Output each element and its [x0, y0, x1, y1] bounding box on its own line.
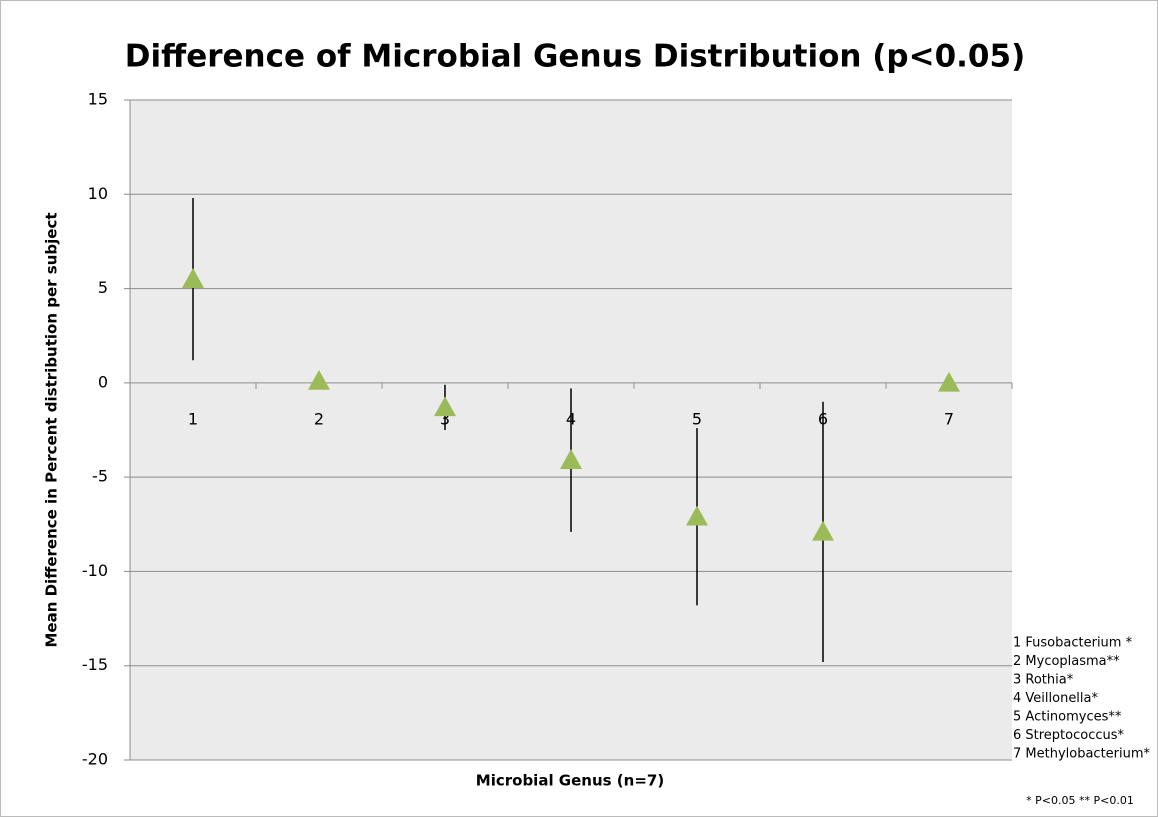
y-axis-title: Mean Difference in Percent distribution … [43, 212, 61, 647]
y-tick-label: -20 [82, 750, 108, 769]
x-tick-label: 5 [692, 409, 702, 428]
legend-note: 4 Veillonella* [1013, 691, 1099, 706]
chart-title: Difference of Microbial Genus Distributi… [125, 39, 1025, 75]
y-tick-label: -10 [82, 561, 108, 580]
marker [560, 449, 582, 469]
y-tick-label: 5 [98, 278, 108, 297]
legend-note: 6 Streptococcus* [1013, 728, 1125, 743]
legend-note: 5 Actinomyces** [1013, 710, 1122, 725]
legend-note: 7 Methylobacterium* [1013, 747, 1151, 762]
legend-note: 1 Fusobacterium * [1013, 636, 1133, 651]
legend-note: 3 Rothia* [1013, 673, 1074, 688]
x-tick-label: 1 [188, 409, 198, 428]
y-tick-label: -5 [92, 467, 108, 486]
y-tick-label: 0 [98, 372, 108, 391]
marker [182, 268, 204, 288]
marker [938, 371, 960, 392]
y-tick-label: 10 [88, 184, 108, 203]
y-tick-label: 15 [88, 90, 108, 109]
x-tick-label: 7 [944, 409, 954, 428]
marker [686, 505, 708, 526]
legend-note: 2 Mycoplasma** [1013, 654, 1120, 669]
footnote: * P<0.05 ** P<0.01 [1026, 794, 1134, 807]
marker [308, 369, 330, 390]
marker [812, 520, 834, 541]
x-tick-label: 2 [314, 409, 324, 428]
y-tick-label: -15 [82, 655, 108, 674]
x-axis-title: Microbial Genus (n=7) [476, 772, 664, 790]
marker [434, 396, 456, 417]
